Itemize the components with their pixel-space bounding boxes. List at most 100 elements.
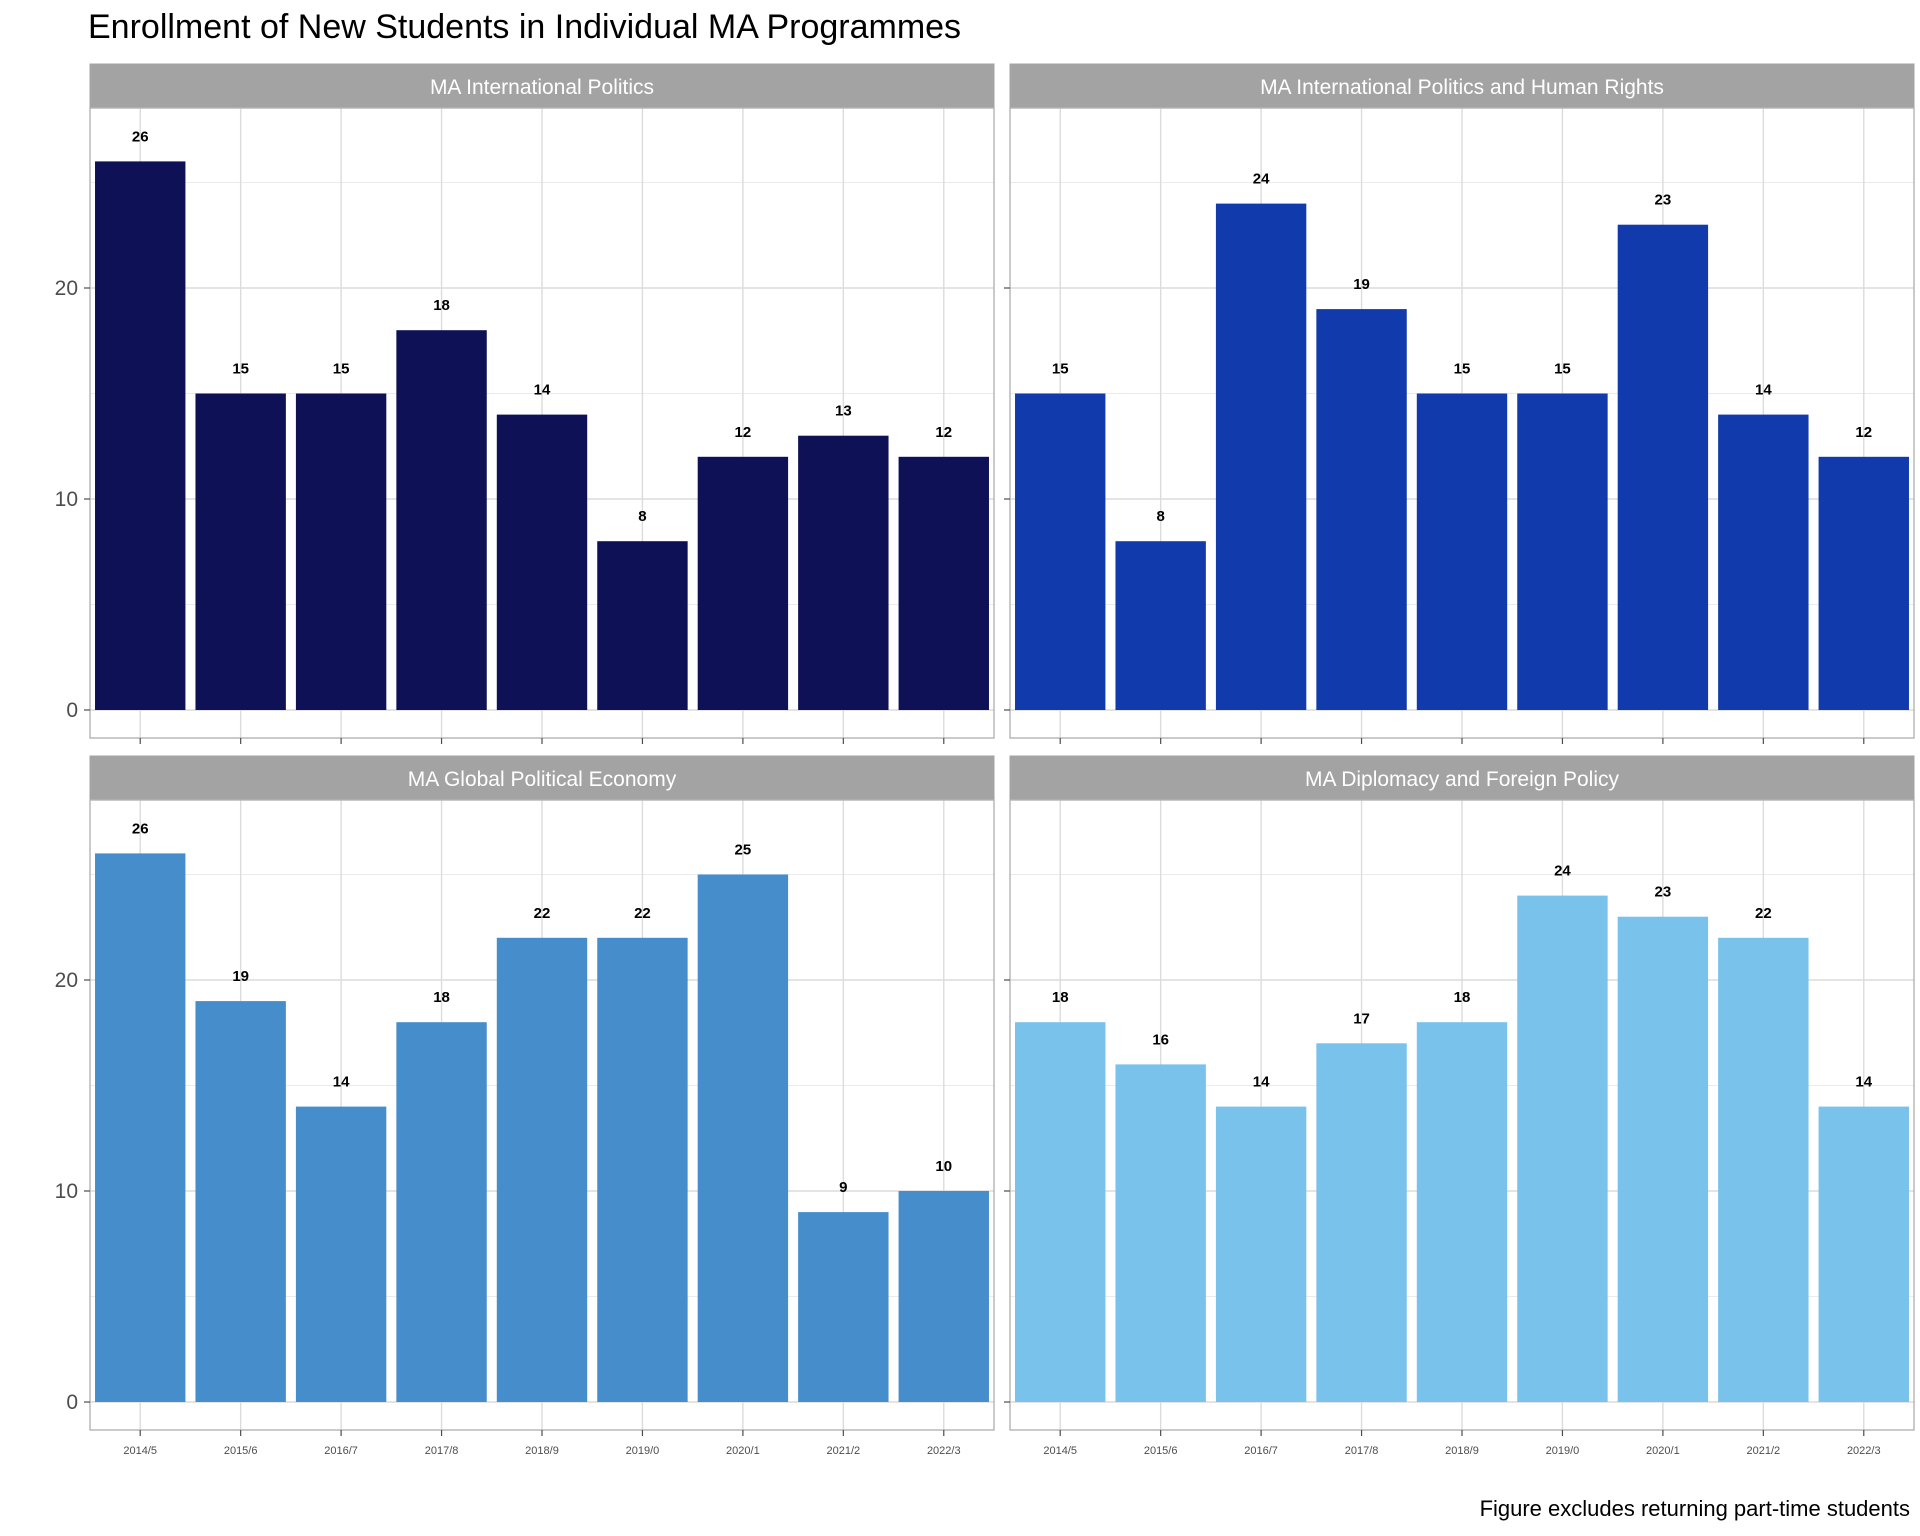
data-label: 15 <box>333 361 350 378</box>
data-label: 16 <box>1152 1031 1169 1048</box>
data-label: 12 <box>1855 424 1872 441</box>
bar <box>697 456 789 710</box>
data-label: 23 <box>1655 192 1672 209</box>
bar <box>1416 1022 1508 1402</box>
y-tick-label: 10 <box>55 1180 78 1203</box>
facet-panel: MA Diplomacy and Foreign Policy 18 16 14 17 1… <box>1004 755 1915 1457</box>
bar <box>1015 393 1106 710</box>
data-label: 12 <box>735 424 752 441</box>
bar <box>1316 1043 1407 1402</box>
data-label: 10 <box>935 1158 952 1175</box>
y-tick-label: 20 <box>55 277 78 300</box>
facet-strip <box>1009 63 1915 109</box>
data-label: 14 <box>1855 1074 1872 1091</box>
bar <box>1517 895 1608 1402</box>
data-label: 13 <box>835 403 852 420</box>
data-label: 26 <box>132 128 149 145</box>
bar <box>597 541 688 710</box>
bar <box>496 937 588 1402</box>
data-label: 18 <box>1052 989 1069 1006</box>
facet-panel: MA Global Political Economy 26 19 14 18 22 22 2… <box>55 755 995 1457</box>
y-tick-label: 20 <box>55 969 78 992</box>
bar <box>1818 1106 1909 1402</box>
x-tick-label: 2022/3 <box>927 1445 961 1457</box>
x-tick-label: 2019/0 <box>1546 1445 1580 1457</box>
x-tick-label: 2021/2 <box>827 1445 861 1457</box>
data-label: 15 <box>1052 361 1069 378</box>
data-label: 14 <box>534 382 551 399</box>
data-label: 18 <box>1454 989 1471 1006</box>
x-tick-label: 2015/6 <box>224 1445 258 1457</box>
facet-strip-label: MA International Politics <box>430 76 654 99</box>
data-label: 17 <box>1353 1010 1370 1027</box>
facet-panel: MA International Politics 26 15 15 18 14 8 12 13… <box>55 63 995 744</box>
y-tick-label: 10 <box>55 488 78 511</box>
bar <box>1215 203 1307 710</box>
x-tick-label: 2018/9 <box>525 1445 559 1457</box>
facet-panel: MA International Politics and Human Righ… <box>1004 63 1915 744</box>
x-tick-label: 2015/6 <box>1144 1445 1178 1457</box>
data-label: 19 <box>1353 276 1370 293</box>
x-tick-label: 2022/3 <box>1847 1445 1881 1457</box>
bar <box>496 414 588 710</box>
bar <box>1215 1106 1307 1402</box>
data-label: 9 <box>839 1179 847 1196</box>
bar <box>898 1191 989 1402</box>
data-label: 14 <box>333 1074 350 1091</box>
bar <box>1818 456 1909 710</box>
x-tick-label: 2016/7 <box>1244 1445 1278 1457</box>
bar <box>1517 393 1608 710</box>
bar <box>798 435 889 710</box>
data-label: 15 <box>1454 361 1471 378</box>
bar <box>1718 937 1809 1402</box>
x-tick-label: 2016/7 <box>324 1445 358 1457</box>
data-label: 8 <box>1156 508 1164 525</box>
data-label: 24 <box>1253 171 1270 188</box>
bar <box>396 1022 487 1402</box>
x-tick-label: 2014/5 <box>123 1445 157 1457</box>
chart-caption: Figure excludes returning part-time stud… <box>1479 1496 1910 1521</box>
bar <box>95 853 186 1402</box>
bar <box>1015 1022 1106 1402</box>
x-tick-label: 2014/5 <box>1043 1445 1077 1457</box>
bar <box>798 1212 889 1402</box>
facet-strip <box>89 755 995 801</box>
bar <box>95 161 186 710</box>
data-label: 18 <box>433 297 450 314</box>
data-label: 14 <box>1755 382 1772 399</box>
bar <box>597 937 688 1402</box>
x-tick-label: 2018/9 <box>1445 1445 1479 1457</box>
data-label: 22 <box>634 905 651 922</box>
data-label: 24 <box>1554 863 1571 880</box>
x-tick-label: 2020/1 <box>726 1445 760 1457</box>
data-label: 18 <box>433 989 450 1006</box>
bar <box>396 330 487 710</box>
facet-strip <box>1009 755 1915 801</box>
x-tick-label: 2021/2 <box>1747 1445 1781 1457</box>
x-tick-label: 2020/1 <box>1646 1445 1680 1457</box>
bar <box>295 393 387 710</box>
chart-title: Enrollment of New Students in Individual… <box>88 8 962 46</box>
y-tick-label: 0 <box>66 699 78 722</box>
bar <box>195 393 286 710</box>
data-label: 23 <box>1655 884 1672 901</box>
data-label: 25 <box>735 842 752 859</box>
bar <box>697 874 789 1402</box>
data-label: 15 <box>232 361 249 378</box>
bar <box>1316 309 1407 710</box>
data-label: 12 <box>935 424 952 441</box>
bar <box>1617 224 1709 710</box>
x-tick-label: 2017/8 <box>1345 1445 1379 1457</box>
data-label: 19 <box>232 968 249 985</box>
data-label: 8 <box>638 508 646 525</box>
x-tick-label: 2019/0 <box>626 1445 660 1457</box>
x-tick-label: 2017/8 <box>425 1445 459 1457</box>
y-tick-label: 0 <box>66 1391 78 1414</box>
bar <box>295 1106 387 1402</box>
facet-strip-label: MA Global Political Economy <box>408 768 677 791</box>
bar <box>195 1001 286 1402</box>
data-label: 15 <box>1554 361 1571 378</box>
bar <box>1416 393 1508 710</box>
data-label: 22 <box>534 905 551 922</box>
